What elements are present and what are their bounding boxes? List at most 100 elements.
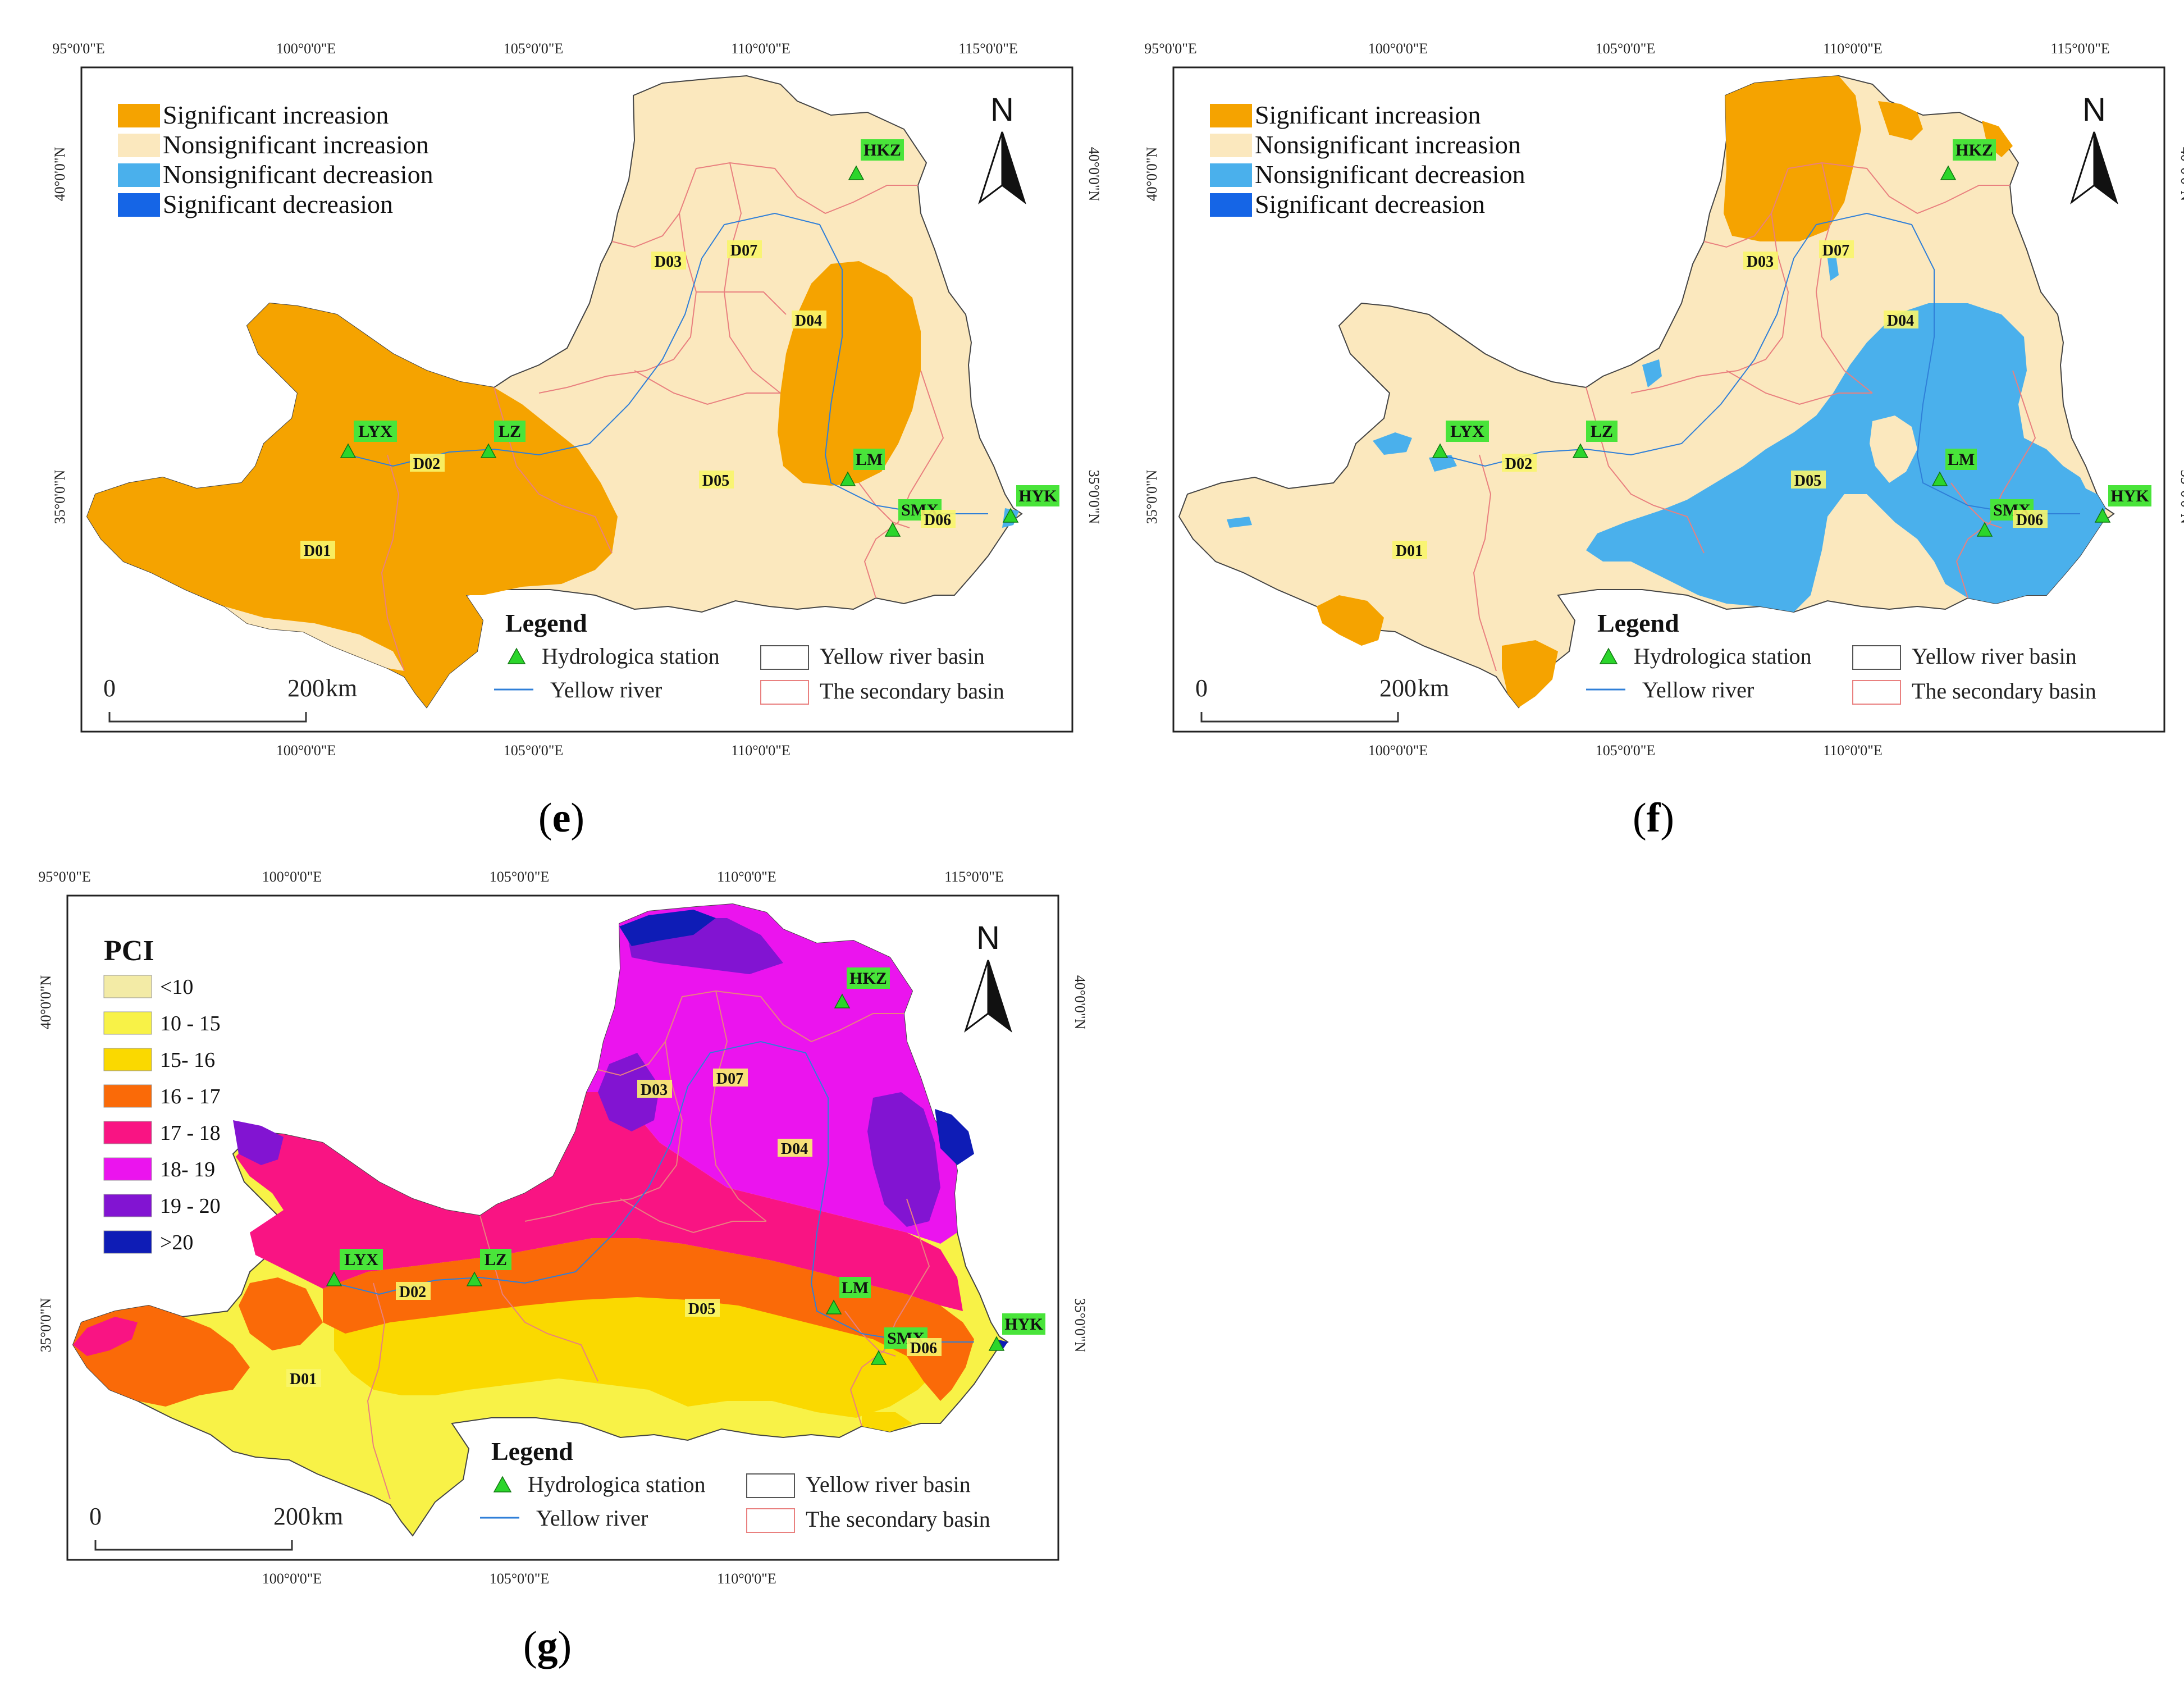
significant-increase-ne2	[1982, 121, 2013, 157]
caption-letter: g	[537, 1623, 558, 1669]
lat-label-left: 40°0'0"N	[38, 975, 54, 1030]
significant-increase-sw	[1317, 595, 1384, 646]
basin-label: D03	[655, 253, 682, 271]
basin-label-bg	[2013, 510, 2048, 528]
lon-label-top: 110°0'0"E	[717, 869, 776, 885]
hydrological-station-marker	[1572, 443, 1589, 458]
scale-value: 200	[287, 674, 325, 702]
pci-legend-label: 10 - 15	[160, 1012, 221, 1035]
pci-16-17-mid	[239, 1277, 323, 1350]
trend-legend-label: Significant increasion	[163, 101, 389, 129]
scale-unit: km	[312, 1503, 343, 1530]
lat-label-left: 40°0'0"N	[1144, 147, 1160, 202]
pci-legend-swatch	[103, 1194, 152, 1217]
legend-basin-box	[746, 1473, 795, 1498]
lon-label-top: 105°0'0"E	[490, 869, 550, 885]
pci-19-20-west	[233, 1120, 284, 1165]
lon-label-top: 100°0'0"E	[262, 869, 322, 885]
basin-labels-group: D01 D02 D03 D04 D05 D06 D07	[286, 1069, 942, 1388]
coordinate-labels: 95°0'0"E 100°0'0"E 105°0'0"E 110°0'0"E 115°0…	[1144, 40, 2184, 759]
north-arrow-left	[2070, 131, 2095, 205]
station-label-bg	[847, 967, 890, 989]
station-label-bg	[1945, 449, 1977, 470]
lon-label-bottom: 110°0'0"E	[717, 1571, 776, 1587]
basin-label-bg	[1884, 311, 1918, 328]
trend-legend-label: Nonsignificant decreasion	[1255, 160, 1525, 189]
trend-legend-label: Nonsignificant decreasion	[163, 160, 433, 189]
lat-label-left: 40°0'0"N	[52, 147, 68, 202]
basin-label-bg	[727, 240, 762, 258]
legend-title: Legend	[491, 1437, 573, 1466]
lat-label-left: 35°0'0"N	[52, 470, 68, 524]
lon-label-bottom: 105°0'0"E	[490, 1571, 550, 1587]
legend-basin-box	[1852, 645, 1901, 670]
decrease-patch	[1642, 359, 1662, 387]
nonsig-increase-hole	[1870, 416, 1917, 483]
hydrological-station-marker	[870, 1350, 887, 1365]
lat-label-left: 35°0'0"N	[38, 1298, 54, 1353]
trend-legend-swatch	[1210, 163, 1252, 187]
station-label-bg	[340, 1249, 383, 1270]
lon-label-bottom: 105°0'0"E	[1596, 742, 1656, 759]
station-label: HYK	[1004, 1315, 1043, 1334]
pci-19-20-north	[598, 1053, 660, 1131]
basin-label-bg	[1819, 240, 1854, 258]
north-letter: N	[976, 920, 1000, 956]
north-arrow-right	[987, 960, 1012, 1033]
trend-legend-swatch	[1210, 104, 1252, 127]
decrease-patch	[1827, 255, 1839, 281]
significant-increase-west	[87, 303, 618, 707]
pci-gt20-east	[935, 1109, 974, 1165]
pci-legend-swatch	[103, 1230, 152, 1254]
station-label-bg	[1446, 421, 1489, 442]
hydrological-station-marker	[326, 1271, 342, 1286]
legend-secondary-box	[760, 680, 809, 705]
station-label-bg	[1016, 485, 1059, 506]
north-arrow: N	[964, 920, 1012, 1033]
map-panel-g: LYX LZ LM SMX HYK HKZ D01 D02 D03 D04 D05 D06 D07 9…	[0, 828, 1088, 1587]
north-letter: N	[990, 92, 1014, 128]
pci-legend-label: >20	[160, 1231, 193, 1254]
trend-legend-swatch	[118, 134, 160, 157]
caption-letter: f	[1646, 795, 1661, 841]
lon-label-top: 105°0'0"E	[504, 40, 564, 57]
lon-label-bottom: 110°0'0"E	[1823, 742, 1883, 759]
nonsig-increase-strip	[225, 606, 404, 671]
map-frame	[80, 66, 1073, 733]
hydrological-station-marker	[988, 1336, 1005, 1351]
pci-legend-swatch	[103, 1157, 152, 1181]
legend-yellow-river: Yellow river	[536, 1505, 648, 1531]
basin-label-bg	[921, 510, 956, 528]
nonsig-decrease-region	[1586, 303, 2105, 612]
trend-legend-label: Nonsignificant increasion	[1255, 130, 1521, 159]
pci-17-18-west	[73, 1317, 138, 1356]
basin-label-bg	[699, 471, 734, 489]
hydrological-station-marker	[1432, 443, 1449, 458]
hydrological-station-marker	[825, 1299, 842, 1314]
basin-label: D03	[1747, 253, 1774, 271]
basin-label-bg	[637, 1080, 672, 1098]
basin-label-bg	[778, 1139, 812, 1157]
scale-unit: km	[326, 674, 357, 702]
pci-legend-label: 17 - 18	[160, 1121, 221, 1145]
station-label: LM	[842, 1279, 869, 1297]
legend-hydro-station: Hydrologica station	[1634, 643, 1812, 669]
basin-label: D06	[924, 512, 951, 529]
map-frame	[1172, 66, 2165, 733]
pci-legend-label: 18- 19	[160, 1158, 215, 1181]
legend-yellow-river-basin: Yellow river basin	[806, 1472, 971, 1497]
station-label-bg	[1002, 1313, 1045, 1335]
lat-label-right: 35°0'0"N	[1072, 1298, 1088, 1353]
hydrological-station-marker	[2094, 508, 2111, 523]
station-label: LZ	[1591, 422, 1613, 441]
legend-title: Legend	[1597, 609, 1679, 637]
basin-label-bg	[907, 1338, 942, 1356]
station-label: LM	[1948, 450, 1975, 469]
lon-label-top: 115°0'0"E	[944, 869, 1004, 885]
lon-label-top: 110°0'0"E	[1823, 40, 1883, 57]
scale-value: 200	[1379, 674, 1417, 702]
significant-increase-ne	[1878, 101, 1923, 140]
station-label-bg	[494, 421, 526, 442]
caption-f: (f)	[1633, 795, 1674, 841]
